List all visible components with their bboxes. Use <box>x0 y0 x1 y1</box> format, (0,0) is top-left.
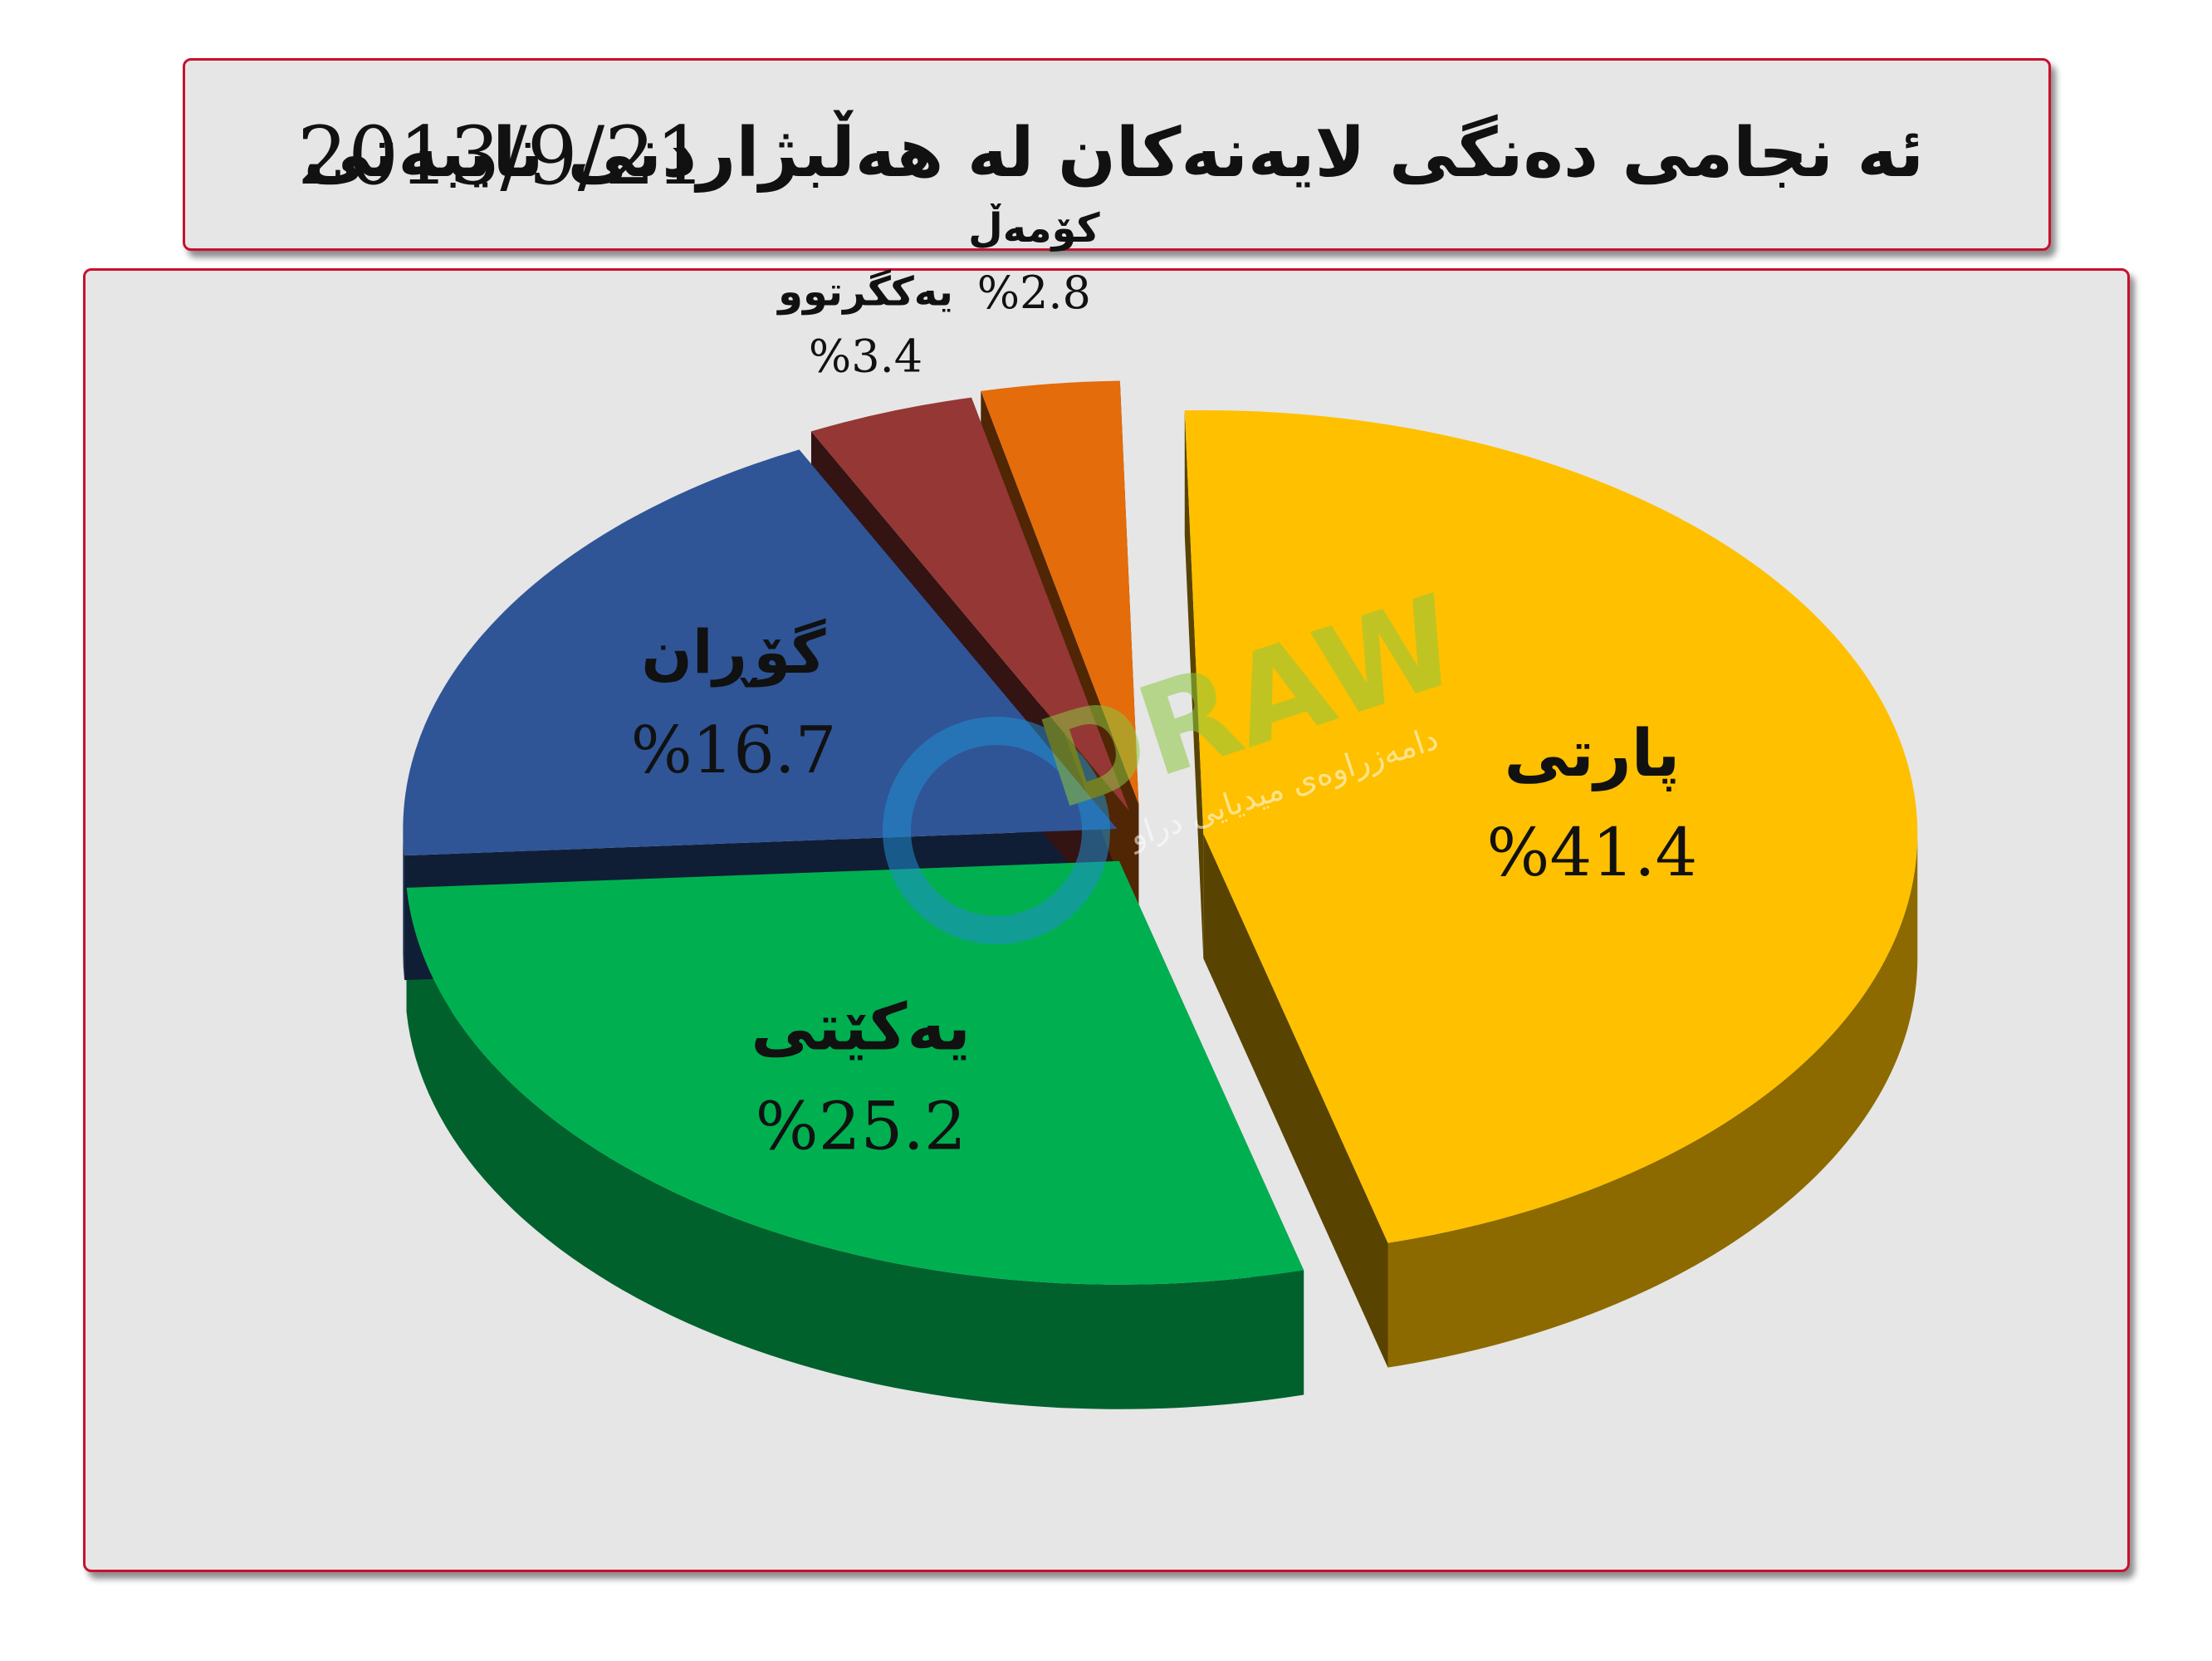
title-box: 2013/9/21 ئه نجامی دەنگی لایەنەکان لە هە… <box>183 58 2051 251</box>
label-value-komal: %2.8 <box>977 267 1091 319</box>
label-value-goran: %16.7 <box>631 713 837 788</box>
watermark-ring-icon <box>883 717 1110 944</box>
label-value-parti: %41.4 <box>1486 814 1697 891</box>
pie-slice-komal <box>981 380 1139 805</box>
label-name-goran: گۆڕان <box>641 617 825 688</box>
label-name-komal: کۆمەڵ <box>968 203 1100 252</box>
pie-slice-yekgirtu <box>810 397 1129 811</box>
label-name-yekiti: یەکێتی <box>751 991 971 1066</box>
title-date: 2013/9/21 <box>297 110 707 203</box>
label-value-yekgirtu: %3.4 <box>809 331 922 383</box>
pie-side-yekiti-0 <box>406 887 1304 1409</box>
pie-slice-parti <box>1184 409 1918 1243</box>
label-name-parti: پارتی <box>1505 717 1681 791</box>
pie-wall-parti-1 <box>1203 833 1388 1368</box>
pie-slice-yekiti <box>406 860 1304 1285</box>
title-text: ئه نجامی دەنگی لایەنەکان لە هەڵبژاردنی ت… <box>303 114 1924 193</box>
pie-wall-parti-0 <box>1184 410 1204 958</box>
pie-side-parti-0 <box>1387 833 1918 1368</box>
pie-labels: پارتی %41.4 یەکێتی %25.2 گۆڕان %16.7 یەکگرتوو%… <box>631 203 1698 1164</box>
label-value-yekiti: %25.2 <box>756 1088 967 1165</box>
pie-side-goran-0 <box>403 829 405 981</box>
label-name-yekgirtu: یەکگرتوو <box>776 269 953 316</box>
